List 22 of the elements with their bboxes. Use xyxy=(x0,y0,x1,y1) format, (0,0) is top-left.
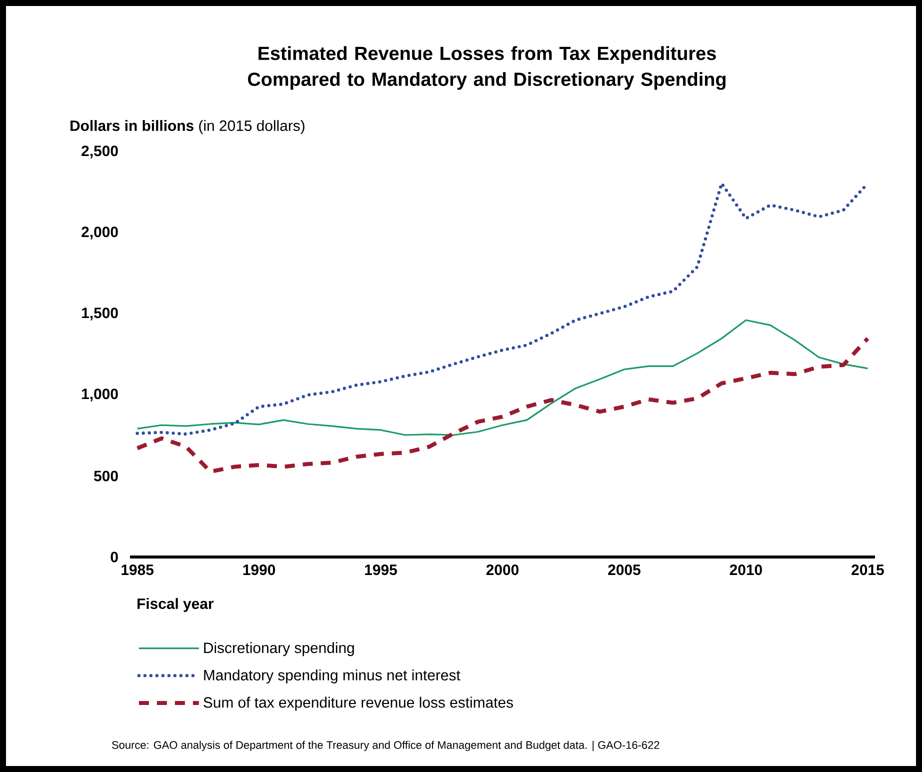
x-tick-label: 2015 xyxy=(852,564,884,576)
x-tick-label: 1995 xyxy=(365,564,397,576)
line-series xyxy=(136,319,869,436)
line-series xyxy=(135,336,870,474)
y-axis-title: Dollars in billions (in 2015 dollars) xyxy=(70,120,304,134)
y-tick-label: 500 xyxy=(94,470,118,482)
legend-label: Mandatory spending minus net interest xyxy=(204,669,460,684)
x-tick-label: 2000 xyxy=(486,564,518,576)
legend-label: Sum of tax expenditure revenue loss estimates xyxy=(204,696,513,711)
y-tick-label: 2,500 xyxy=(82,146,118,158)
x-tick-label: 2005 xyxy=(608,564,640,576)
y-tick-label: 2,000 xyxy=(82,226,118,240)
source-note: Source: GAO analysis of Department of the Treasury and Office of Management and Budget data. | GAO-16-622 xyxy=(112,740,660,752)
x-tick-label: 2010 xyxy=(730,564,762,576)
chart-title: Estimated Revenue Losses from Tax Expenditures Compared to Mandatory and Discretionary Spending xyxy=(248,46,726,90)
y-tick-label: 1,000 xyxy=(82,388,118,402)
x-tick-label: 1985 xyxy=(122,564,154,576)
x-axis-title: Fiscal year xyxy=(138,598,214,612)
x-tick-label: 1990 xyxy=(243,564,276,576)
legend-label: Discretionary spending xyxy=(204,642,354,656)
y-tick-label: 1,500 xyxy=(82,308,118,320)
y-tick-label: 0 xyxy=(110,552,118,562)
